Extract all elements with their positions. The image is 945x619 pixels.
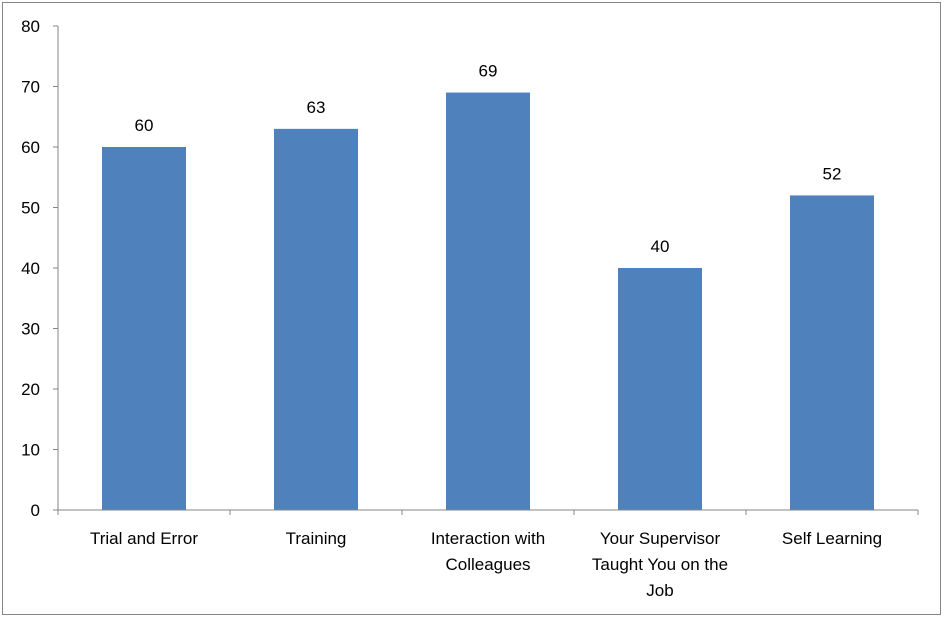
bar xyxy=(618,268,702,510)
y-tick-label: 20 xyxy=(21,380,40,399)
axes xyxy=(57,26,919,515)
bar xyxy=(790,195,874,510)
bars xyxy=(102,92,874,511)
data-label: 63 xyxy=(307,98,326,117)
y-tick-label: 10 xyxy=(21,441,40,460)
y-tick-label: 40 xyxy=(21,259,40,278)
x-category-label: Self Learning xyxy=(782,529,882,548)
x-category-label: Colleagues xyxy=(445,555,530,574)
category-labels: Trial and Error Training Interaction with C… xyxy=(90,529,882,600)
bar xyxy=(446,92,530,511)
bar xyxy=(274,128,358,510)
y-tick-label: 0 xyxy=(31,501,40,520)
x-category-label: Your Supervisor xyxy=(600,529,721,548)
bar xyxy=(102,147,186,510)
y-tick-label: 70 xyxy=(21,78,40,97)
y-tick-label: 80 xyxy=(21,17,40,36)
data-label: 60 xyxy=(135,116,154,135)
y-tick-label: 30 xyxy=(21,320,40,339)
y-tick-label: 60 xyxy=(21,138,40,157)
x-category-label: Training xyxy=(286,529,347,548)
data-label: 40 xyxy=(651,237,670,256)
x-category-label: Trial and Error xyxy=(90,529,198,548)
y-tick-label: 50 xyxy=(21,199,40,218)
data-labels: 60 63 69 40 52 xyxy=(135,62,842,256)
data-label: 69 xyxy=(479,62,498,81)
data-label: 52 xyxy=(823,164,842,183)
y-axis-ticks: 0 10 20 30 40 50 60 70 80 xyxy=(21,17,58,520)
x-category-label: Job xyxy=(646,581,673,600)
x-category-label: Interaction with xyxy=(431,529,545,548)
x-category-label: Taught You on the xyxy=(592,555,728,574)
